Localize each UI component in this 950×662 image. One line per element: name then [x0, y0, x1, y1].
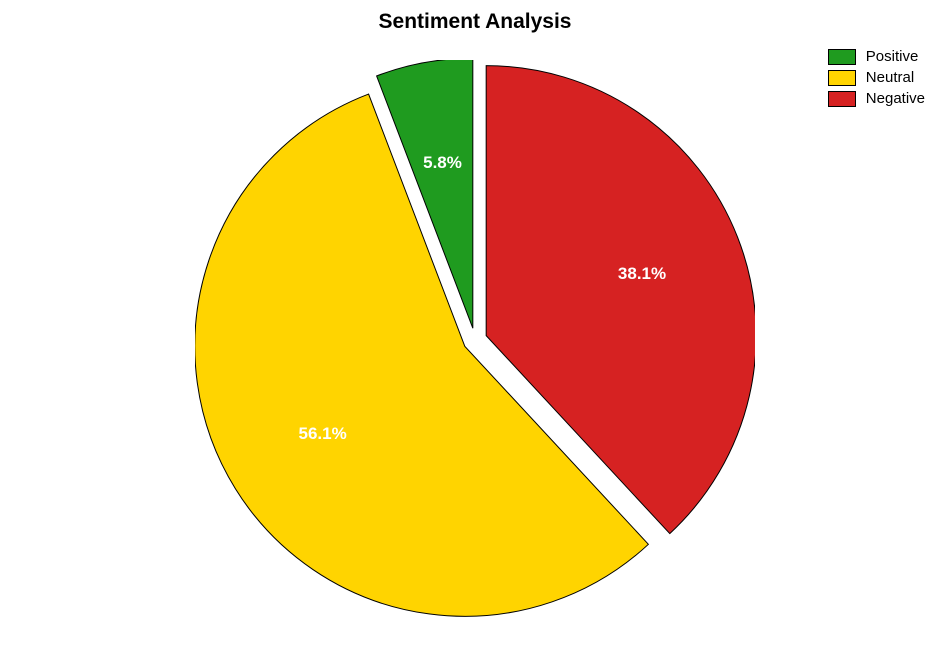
pie-chart-container: Sentiment Analysis 5.8% 56.1% 38.1% Positi…: [0, 0, 950, 662]
pie-label-neutral: 56.1%: [299, 424, 347, 443]
legend-swatch-negative: [828, 91, 856, 107]
legend-label-negative: Negative: [866, 90, 925, 107]
legend-label-neutral: Neutral: [866, 69, 914, 86]
legend: Positive Neutral Negative: [828, 48, 925, 111]
pie-label-negative: 38.1%: [618, 264, 666, 283]
legend-item-negative: Negative: [828, 90, 925, 107]
legend-label-positive: Positive: [866, 48, 919, 65]
chart-title: Sentiment Analysis: [0, 10, 950, 34]
pie-svg: 5.8% 56.1% 38.1%: [195, 60, 755, 620]
legend-item-neutral: Neutral: [828, 69, 925, 86]
legend-swatch-positive: [828, 49, 856, 65]
legend-item-positive: Positive: [828, 48, 925, 65]
legend-swatch-neutral: [828, 70, 856, 86]
pie-label-positive: 5.8%: [423, 153, 462, 172]
